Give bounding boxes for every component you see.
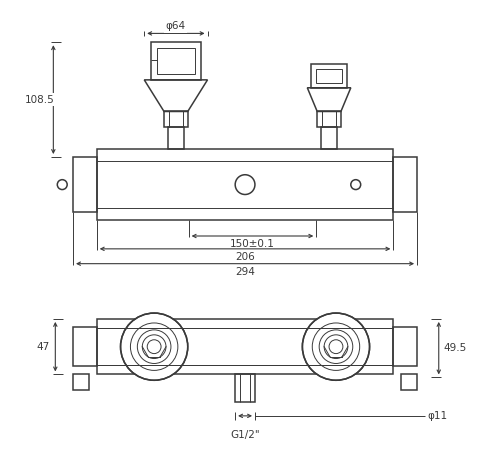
Bar xyxy=(73,374,89,390)
Text: 206: 206 xyxy=(235,252,255,262)
Bar xyxy=(321,127,337,149)
Bar xyxy=(151,42,200,80)
Text: φ11: φ11 xyxy=(427,411,447,421)
Text: 150±0.1: 150±0.1 xyxy=(230,239,275,249)
Bar xyxy=(235,374,255,402)
Text: φ64: φ64 xyxy=(166,22,186,32)
Bar xyxy=(97,319,394,374)
Bar xyxy=(317,111,341,127)
Bar xyxy=(157,48,194,74)
Bar xyxy=(312,64,347,88)
Text: 108.5: 108.5 xyxy=(24,94,54,105)
Bar xyxy=(97,149,394,220)
Text: 294: 294 xyxy=(235,267,255,277)
Bar xyxy=(73,157,97,212)
Bar xyxy=(401,374,417,390)
Bar xyxy=(394,327,417,366)
Bar xyxy=(73,327,97,366)
Text: 49.5: 49.5 xyxy=(443,343,466,353)
Bar xyxy=(394,157,417,212)
Text: G1/2": G1/2" xyxy=(230,430,260,440)
Bar xyxy=(168,127,184,149)
Bar xyxy=(316,69,342,83)
Text: 47: 47 xyxy=(37,342,50,352)
Circle shape xyxy=(120,313,188,380)
Bar xyxy=(164,111,188,127)
Circle shape xyxy=(302,313,370,380)
